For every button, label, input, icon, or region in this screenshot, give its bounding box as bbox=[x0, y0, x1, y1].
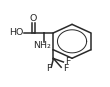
Text: HO: HO bbox=[9, 28, 23, 37]
Text: O: O bbox=[30, 14, 37, 23]
Text: F: F bbox=[63, 64, 69, 73]
Text: NH₂: NH₂ bbox=[34, 41, 51, 50]
Text: F: F bbox=[47, 64, 52, 73]
Text: F: F bbox=[65, 57, 71, 66]
